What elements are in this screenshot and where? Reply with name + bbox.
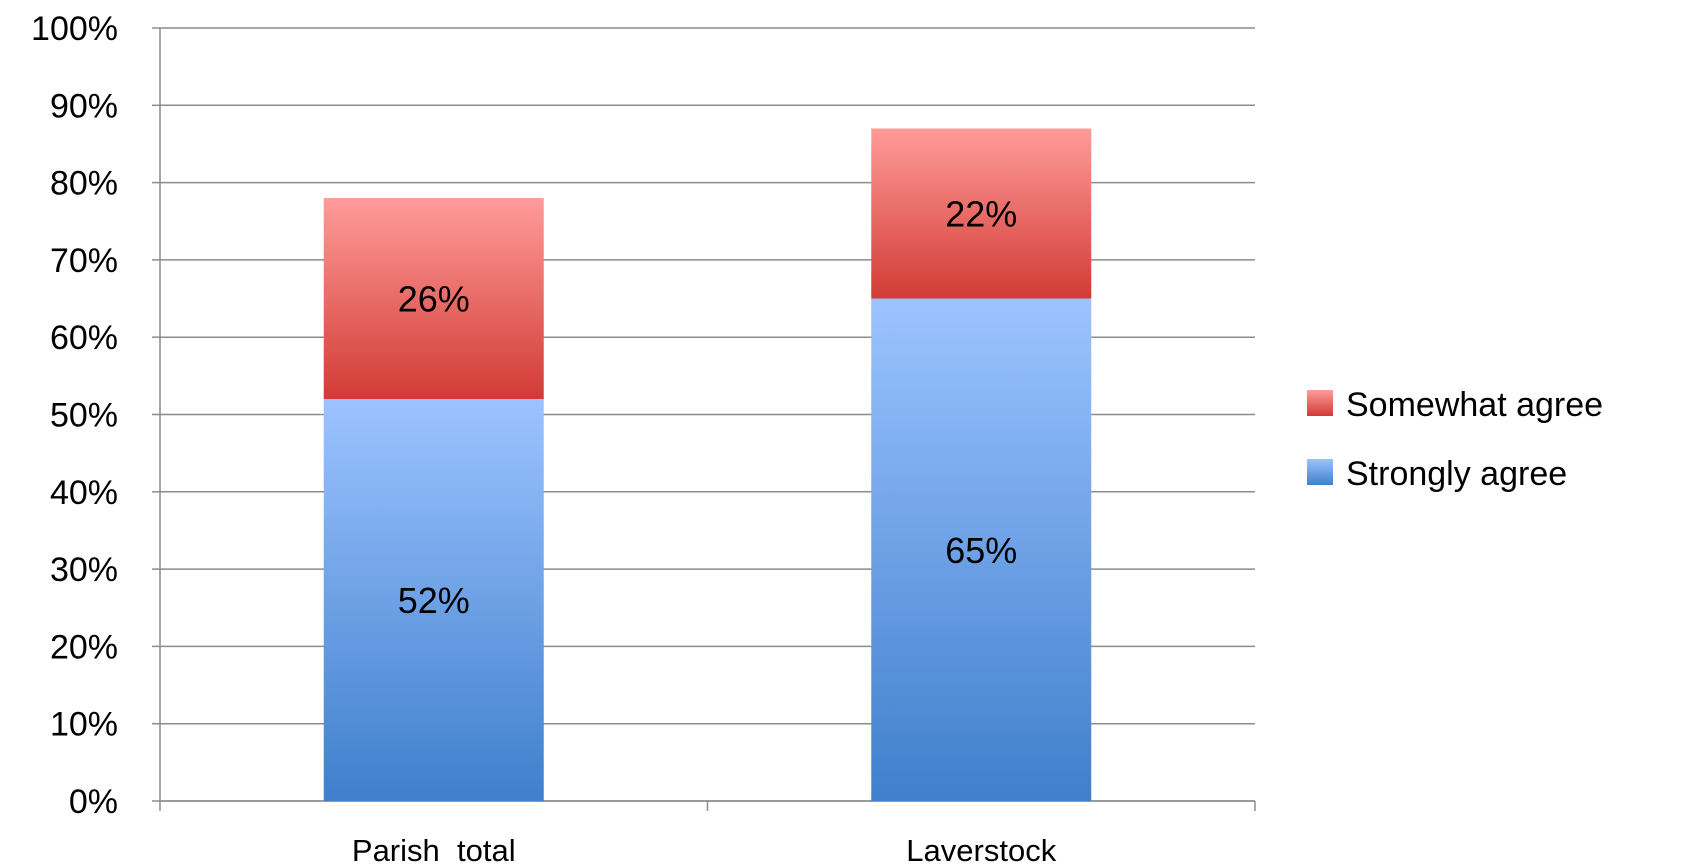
y-tick-label: 50% (50, 397, 118, 435)
bars (323, 128, 1092, 801)
y-tick-label: 20% (50, 628, 118, 666)
y-tick-label: 0% (69, 783, 118, 821)
bar-strongly-agree (323, 399, 544, 801)
data-label: 26% (398, 279, 470, 320)
data-labels: 52% 26% 65% 22% (398, 194, 1018, 622)
bar-strongly-agree (871, 298, 1092, 801)
y-tick-label: 100% (31, 10, 118, 48)
y-tick-label: 30% (50, 551, 118, 589)
data-label: 65% (945, 530, 1017, 571)
axes: 0% 10% 20% 30% 40% 50% 60% 70% 80% 90% 100% Parish … (31, 10, 1256, 868)
y-tick-label: 10% (50, 706, 118, 744)
y-tick-label: 70% (50, 242, 118, 280)
y-tick-label: 60% (50, 319, 118, 357)
legend-swatch (1307, 459, 1333, 485)
x-category-label: Parish total (352, 833, 516, 868)
x-category-label: Laverstock (906, 833, 1056, 868)
data-label: 52% (398, 580, 470, 621)
legend-swatch (1307, 390, 1333, 416)
y-tick-label: 40% (50, 474, 118, 512)
data-label: 22% (945, 194, 1017, 235)
bar-somewhat-agree (323, 198, 544, 400)
y-tick-label: 90% (50, 87, 118, 125)
legend-label: Somewhat agree (1346, 386, 1603, 424)
legend: Somewhat agree Strongly agree (1307, 386, 1603, 493)
bar-somewhat-agree (871, 128, 1092, 299)
legend-label: Strongly agree (1346, 455, 1567, 493)
y-tick-label: 80% (50, 165, 118, 203)
